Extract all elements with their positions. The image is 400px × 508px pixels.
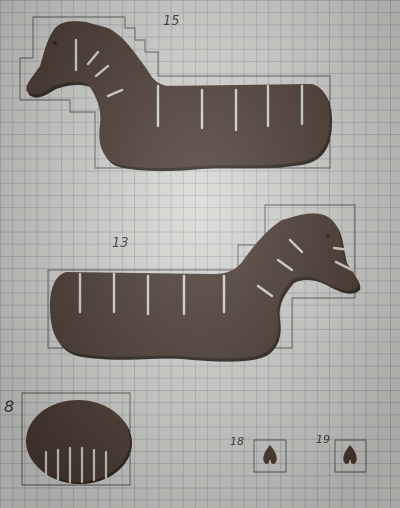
outline-piece-19 bbox=[334, 439, 367, 473]
label-8: 8 bbox=[4, 397, 15, 416]
label-18: 18 bbox=[230, 435, 244, 448]
horse-cutout-13 bbox=[50, 213, 361, 362]
outline-piece-18 bbox=[253, 439, 287, 473]
slots-8 bbox=[44, 446, 108, 484]
slots-13 bbox=[78, 238, 354, 316]
label-19: 19 bbox=[316, 433, 330, 446]
label-13: 13 bbox=[112, 236, 129, 251]
horse-cutout-15 bbox=[26, 21, 332, 172]
slots-15 bbox=[74, 38, 304, 132]
label-15: 15 bbox=[163, 14, 180, 29]
small-cutout-18 bbox=[263, 445, 277, 466]
eye-15 bbox=[53, 41, 57, 45]
eye-13 bbox=[326, 234, 330, 238]
small-cutout-19 bbox=[343, 445, 357, 466]
oval-cutout-8 bbox=[26, 400, 132, 484]
outline-piece-15 bbox=[19, 16, 331, 169]
outline-piece-8 bbox=[21, 392, 131, 486]
